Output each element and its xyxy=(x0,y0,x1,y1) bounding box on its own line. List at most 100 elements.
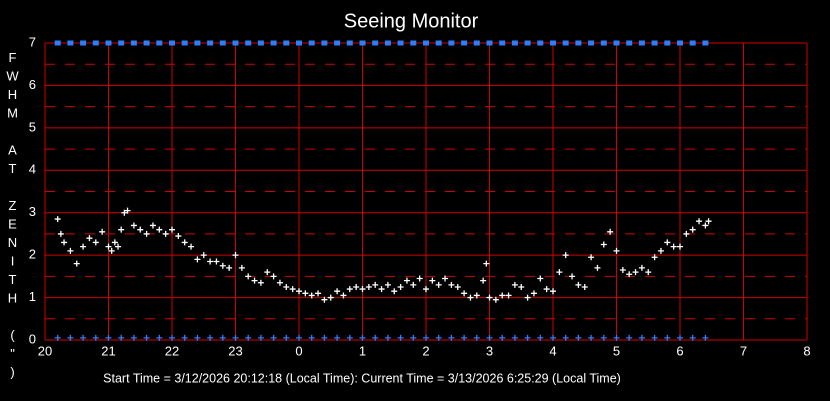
point xyxy=(257,334,264,341)
point xyxy=(588,40,595,46)
point xyxy=(188,243,195,250)
point xyxy=(245,40,252,46)
point xyxy=(480,277,487,284)
point xyxy=(702,222,709,229)
point xyxy=(518,283,525,290)
point xyxy=(67,247,74,254)
point xyxy=(588,254,595,261)
point xyxy=(677,334,683,341)
x-tick-label: 22 xyxy=(165,343,179,358)
point xyxy=(638,40,645,46)
point xyxy=(511,334,518,341)
point xyxy=(467,294,474,301)
point xyxy=(353,283,360,290)
point xyxy=(410,334,417,341)
x-tick-label: 6 xyxy=(676,343,683,358)
point xyxy=(442,275,449,282)
x-tick-label: 4 xyxy=(549,343,556,358)
y-axis-label: FWHM AT ZENITH (") xyxy=(5,50,20,383)
point xyxy=(207,334,214,341)
point xyxy=(569,273,576,280)
point xyxy=(626,271,633,278)
point xyxy=(232,334,239,341)
chart-title: Seeing Monitor xyxy=(344,10,479,32)
point xyxy=(524,334,531,341)
point xyxy=(245,273,252,280)
point xyxy=(689,40,696,46)
point xyxy=(461,334,468,341)
point xyxy=(607,228,614,235)
point xyxy=(346,40,353,46)
x-tick-label: 3 xyxy=(486,343,493,358)
point xyxy=(499,40,506,46)
point xyxy=(194,334,201,341)
point xyxy=(562,40,569,46)
point xyxy=(454,283,461,290)
point xyxy=(54,334,61,341)
y-tick-label: 7 xyxy=(29,34,36,49)
point xyxy=(108,247,115,254)
point xyxy=(397,40,404,46)
point xyxy=(677,40,683,46)
point xyxy=(556,269,563,276)
point xyxy=(257,40,264,46)
point xyxy=(308,334,315,341)
point xyxy=(118,40,125,46)
point xyxy=(124,207,131,214)
point xyxy=(378,286,385,293)
point xyxy=(302,290,309,297)
point xyxy=(194,40,201,46)
point xyxy=(664,239,671,246)
point xyxy=(696,218,703,225)
point xyxy=(562,334,569,341)
point xyxy=(486,294,493,301)
point xyxy=(651,254,658,261)
point xyxy=(80,334,87,341)
point xyxy=(524,294,531,301)
point xyxy=(575,334,582,341)
point xyxy=(511,281,518,288)
point xyxy=(537,40,544,46)
point xyxy=(359,286,366,293)
point xyxy=(156,334,163,341)
point xyxy=(169,40,175,46)
point xyxy=(308,40,315,46)
point xyxy=(372,40,379,46)
point xyxy=(219,262,226,269)
point xyxy=(600,40,607,46)
point xyxy=(118,226,125,233)
point xyxy=(613,247,620,254)
point xyxy=(340,292,347,299)
point xyxy=(645,269,652,276)
x-tick-label: 7 xyxy=(740,343,747,358)
point xyxy=(118,334,125,341)
point xyxy=(73,260,80,267)
point xyxy=(410,40,417,46)
x-tick-label: 2 xyxy=(422,343,429,358)
point xyxy=(505,292,512,299)
point xyxy=(283,40,290,46)
point xyxy=(181,40,188,46)
point xyxy=(283,334,290,341)
point xyxy=(391,288,398,295)
point xyxy=(270,273,277,280)
point xyxy=(537,275,544,282)
point xyxy=(448,40,455,46)
point xyxy=(283,283,290,290)
point xyxy=(619,266,626,273)
point xyxy=(638,334,645,341)
point xyxy=(384,40,391,46)
point xyxy=(359,334,366,341)
point xyxy=(130,222,137,229)
point xyxy=(416,275,423,282)
point xyxy=(321,334,328,341)
point xyxy=(57,230,64,237)
point xyxy=(702,334,709,341)
point xyxy=(435,281,442,288)
point xyxy=(156,40,163,46)
point xyxy=(156,226,163,233)
point xyxy=(296,334,302,341)
point xyxy=(575,40,582,46)
point xyxy=(664,40,671,46)
